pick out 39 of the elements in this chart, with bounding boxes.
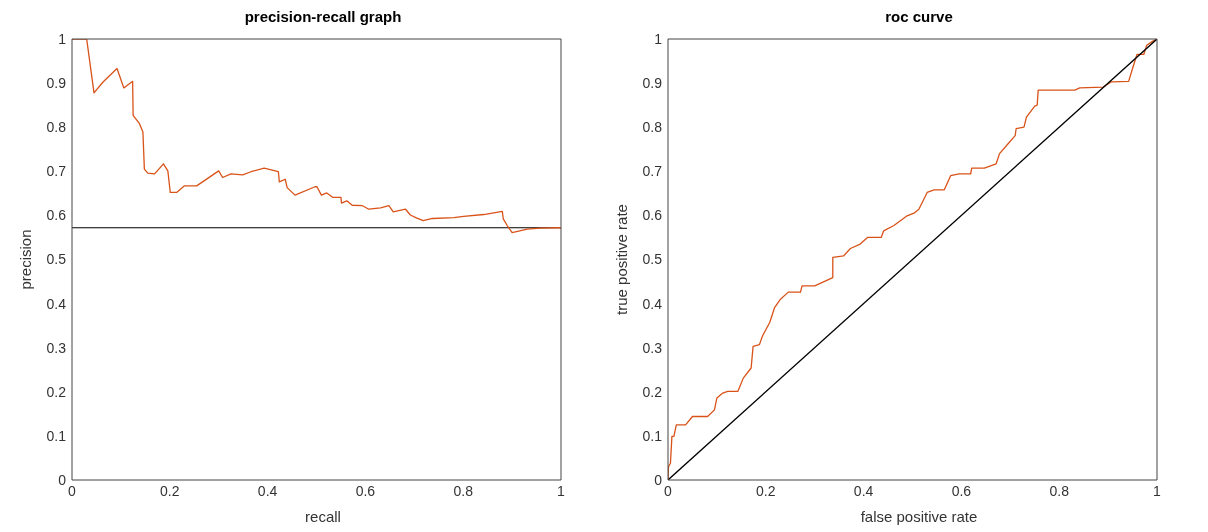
y-tick-label: 0.7 [46,163,67,180]
x-tick-label: 0.8 [453,482,474,499]
y-axis-title: precision [17,229,35,290]
y-tick-label: 0.2 [642,383,663,400]
y-tick-label: 0.9 [642,75,663,92]
y-tick-label: 0.3 [46,339,67,356]
y-tick-label: 0.8 [642,119,663,136]
x-tick-label: 1 [1153,482,1162,499]
x-axis-title: recall [304,508,342,525]
y-tick-label: 0.2 [46,383,67,400]
x-axis-title: false positive rate [859,508,979,525]
y-tick-label: 0.7 [642,163,663,180]
x-tick-label: 0.2 [160,482,180,499]
y-tick-label: 0.1 [642,427,663,444]
chart-title: precision-recall graph [243,8,403,25]
x-tick-label: 0.4 [853,482,874,499]
y-tick-label: 0.4 [46,295,67,312]
x-tick-label: 0.2 [756,482,776,499]
y-tick-label: 0.1 [46,427,67,444]
x-tick-label: 0.6 [951,482,972,499]
line-series [668,39,1157,480]
x-tick-label: 0.8 [1049,482,1070,499]
y-tick-label: 0.5 [46,251,67,268]
chart-title: roc curve [884,8,954,25]
y-tick-label: 0.5 [642,251,663,268]
y-tick-label: 0 [58,471,67,488]
y-axis-title: true positive rate [613,204,631,315]
y-tick-label: 0.9 [46,75,67,92]
y-tick-label: 0.6 [46,207,67,224]
x-tick-label: 0.4 [257,482,278,499]
y-tick-label: 0.8 [46,119,67,136]
y-tick-label: 1 [58,30,67,47]
x-tick-label: 1 [557,482,566,499]
y-tick-label: 1 [654,30,663,47]
y-tick-label: 0.3 [642,339,663,356]
y-tick-label: 0 [654,471,663,488]
y-tick-label: 0.6 [642,207,663,224]
x-tick-label: 0.6 [355,482,376,499]
y-tick-label: 0.4 [642,295,663,312]
